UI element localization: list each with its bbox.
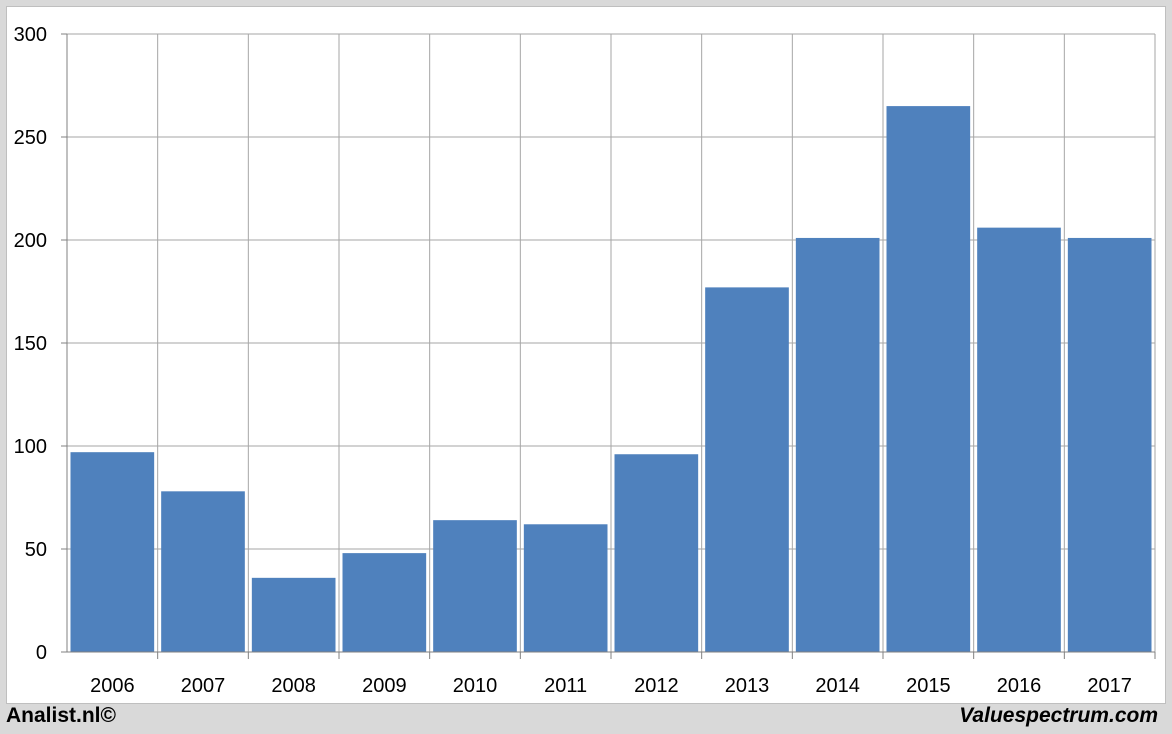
x-tick-label: 2017 — [1087, 675, 1132, 697]
bar-2007 — [161, 491, 245, 652]
bar-2011 — [523, 524, 608, 652]
x-tick-label: 2015 — [906, 675, 951, 697]
y-tick-label: 100 — [14, 436, 47, 458]
axes — [61, 33, 1156, 659]
grid-lines — [67, 33, 1156, 652]
bar-2009 — [342, 553, 427, 652]
x-tick-label: 2010 — [453, 675, 498, 697]
bar-2016 — [977, 227, 1061, 652]
y-tick-label: 150 — [14, 333, 47, 355]
x-tick-label: 2011 — [544, 675, 587, 697]
bar-2017 — [1067, 237, 1152, 652]
y-tick-label: 250 — [14, 127, 47, 149]
bars — [70, 106, 1152, 653]
x-tick-label: 2007 — [181, 675, 226, 697]
y-tick-label: 0 — [36, 642, 47, 664]
y-tick-label: 50 — [25, 539, 47, 561]
x-tick-label: 2016 — [997, 675, 1042, 697]
source-credit: Analist.nl© — [6, 704, 116, 727]
x-tick-label: 2009 — [362, 675, 407, 697]
bar-2012 — [614, 454, 699, 652]
y-tick-label: 300 — [14, 24, 47, 46]
x-tick-label: 2014 — [815, 675, 860, 697]
x-tick-label: 2013 — [725, 675, 770, 697]
x-tick-label: 2012 — [634, 675, 679, 697]
x-tick-label: 2008 — [271, 675, 316, 697]
website-credit: Valuespectrum.com — [959, 704, 1158, 727]
x-tick-label: 2006 — [90, 675, 135, 697]
bar-2014 — [795, 237, 880, 652]
bar-2008 — [251, 577, 336, 652]
x-tick-labels: 2006 2007 2008 2009 2010 2011 2012 2013 2014 2015… — [90, 675, 1132, 697]
bar-2013 — [705, 287, 789, 652]
bar-2015 — [886, 106, 971, 653]
bar-2010 — [433, 520, 517, 652]
y-tick-labels: 0 50 100 150 200 250 300 — [14, 24, 47, 664]
y-tick-label: 200 — [14, 230, 47, 252]
bar-2006 — [70, 452, 155, 652]
